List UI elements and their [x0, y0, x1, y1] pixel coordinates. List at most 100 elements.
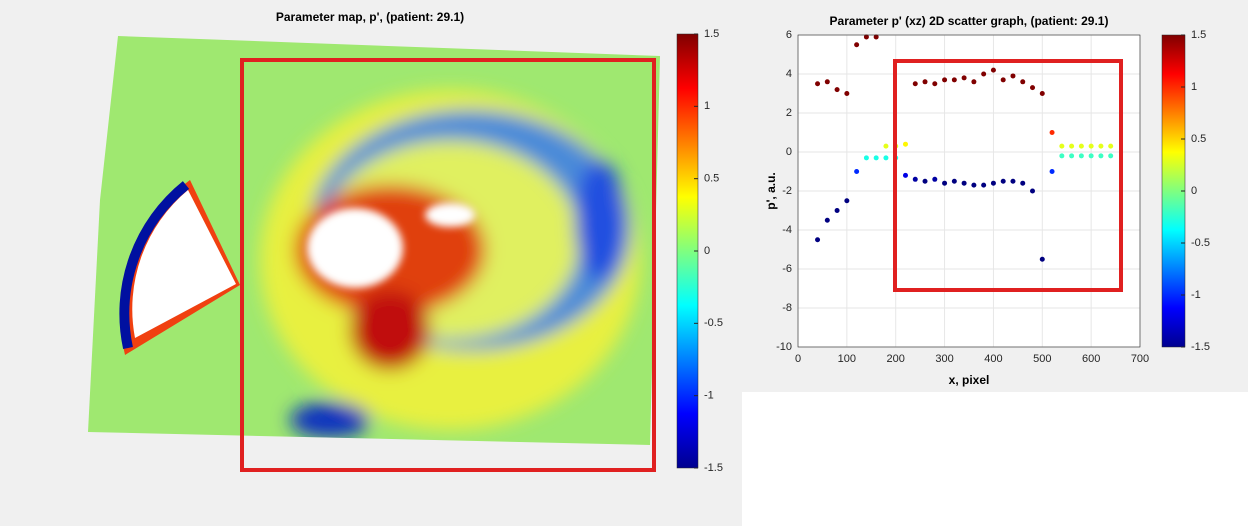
scatter-point [981, 71, 987, 77]
scatter-point [1108, 153, 1114, 159]
colorbar-tick-label: -1.5 [704, 462, 723, 474]
scatter-point [932, 176, 938, 182]
chart-title: Parameter p' (xz) 2D scatter graph, (pat… [830, 14, 1109, 28]
colorbar-tick-label: 0 [704, 245, 710, 257]
scatter-point [873, 34, 879, 40]
colorbar-tick-label: 1 [704, 100, 710, 112]
scatter-point [1059, 143, 1065, 149]
scatter-point [1049, 130, 1055, 135]
scatter-point [971, 79, 977, 85]
scatter-point [873, 155, 879, 161]
scatter-point [815, 81, 821, 87]
y-tick-label: -8 [782, 302, 792, 314]
y-tick-label: 2 [786, 107, 792, 119]
x-tick-label: 200 [887, 353, 905, 365]
scatter-point [1030, 188, 1036, 194]
x-tick-label: 300 [935, 353, 953, 365]
chart-title: Parameter map, p', (patient: 29.1) [276, 10, 464, 24]
scatter-point [922, 178, 928, 184]
parameter-map [88, 36, 660, 445]
scatter-point [854, 42, 860, 48]
scatter-point [844, 198, 850, 204]
scatter-point [824, 79, 830, 85]
y-tick-label: -6 [782, 263, 792, 275]
scatter-point [1010, 178, 1016, 184]
scatter-point [912, 81, 918, 87]
colorbar-tick-label: 1 [1191, 81, 1197, 93]
scatter-point [1069, 153, 1075, 159]
scatter-point [1020, 180, 1026, 186]
scatter-point [1078, 143, 1084, 149]
scatter-point [815, 237, 821, 243]
scatter-point [854, 169, 860, 174]
scatter-point [883, 155, 889, 161]
colorbar-tick-label: 0 [1191, 185, 1197, 197]
scatter-point [922, 79, 928, 85]
colorbar-tick-label: -1.5 [1191, 341, 1210, 353]
colorbar-tick-label: 1.5 [1191, 29, 1206, 41]
scatter-point [961, 180, 967, 186]
scatter-point [1098, 143, 1104, 149]
scatter-point [932, 81, 938, 87]
scatter-point [844, 91, 850, 96]
scatter-point [961, 75, 967, 81]
x-axis-label: x, pixel [949, 373, 990, 387]
scatter-point [883, 143, 889, 149]
colorbar-tick-label: 0.5 [1191, 133, 1206, 145]
x-tick-label: 500 [1033, 353, 1051, 365]
scatter-point [1000, 77, 1006, 83]
x-tick-label: 0 [795, 353, 801, 365]
colorbar-tick-label: -1 [1191, 289, 1201, 301]
scatter-point [1088, 153, 1094, 159]
scatter-point [863, 155, 869, 161]
y-tick-label: 0 [786, 146, 792, 158]
scatter-point [1020, 79, 1026, 85]
scatter-point [824, 217, 830, 223]
colorbar-tick-label: -0.5 [704, 317, 723, 329]
scatter-point [1078, 153, 1084, 159]
scatter-point [942, 180, 948, 186]
y-tick-label: 4 [786, 68, 792, 80]
scatter-point [1030, 85, 1036, 91]
scatter-point [1039, 256, 1045, 262]
colorbar-tick-label: -1 [704, 390, 714, 402]
scatter-point [1010, 73, 1016, 79]
y-tick-label: -10 [776, 341, 792, 353]
scatter-point [1000, 178, 1006, 184]
scatter-point [990, 180, 996, 186]
scatter-point [942, 77, 948, 83]
highlight-box [893, 59, 1123, 292]
scatter-point [902, 172, 908, 178]
y-tick-label: -2 [782, 185, 792, 197]
scatter-point [902, 141, 908, 147]
scatter-point [1088, 143, 1094, 149]
scatter-point [1059, 153, 1065, 159]
scatter-point [912, 176, 918, 182]
y-tick-label: -4 [782, 224, 792, 236]
scatter-point [971, 182, 977, 188]
scatter-point [951, 178, 957, 184]
x-tick-label: 400 [984, 353, 1002, 365]
scatter-point [990, 67, 996, 73]
scatter-point [1108, 143, 1114, 149]
x-tick-label: 700 [1131, 353, 1149, 365]
colorbar-tick-label: 0.5 [704, 173, 719, 185]
scatter-point [863, 34, 869, 40]
scatter-point [1049, 169, 1055, 174]
x-tick-label: 100 [838, 353, 856, 365]
highlight-box [240, 58, 656, 472]
scatter-layer [797, 34, 1141, 348]
axes-box [797, 34, 1141, 348]
colorbar-tick-label: 1.5 [704, 28, 719, 40]
scatter-point [981, 182, 987, 188]
scatter-point [951, 77, 957, 83]
scatter-point [1098, 153, 1104, 159]
y-tick-label: 6 [786, 29, 792, 41]
scatter-point [834, 208, 840, 213]
scatter-point [834, 87, 840, 93]
scatter-point [1069, 143, 1075, 149]
scatter-point [1039, 91, 1045, 96]
y-axis-label: p', a.u. [764, 172, 778, 210]
x-tick-label: 600 [1082, 353, 1100, 365]
